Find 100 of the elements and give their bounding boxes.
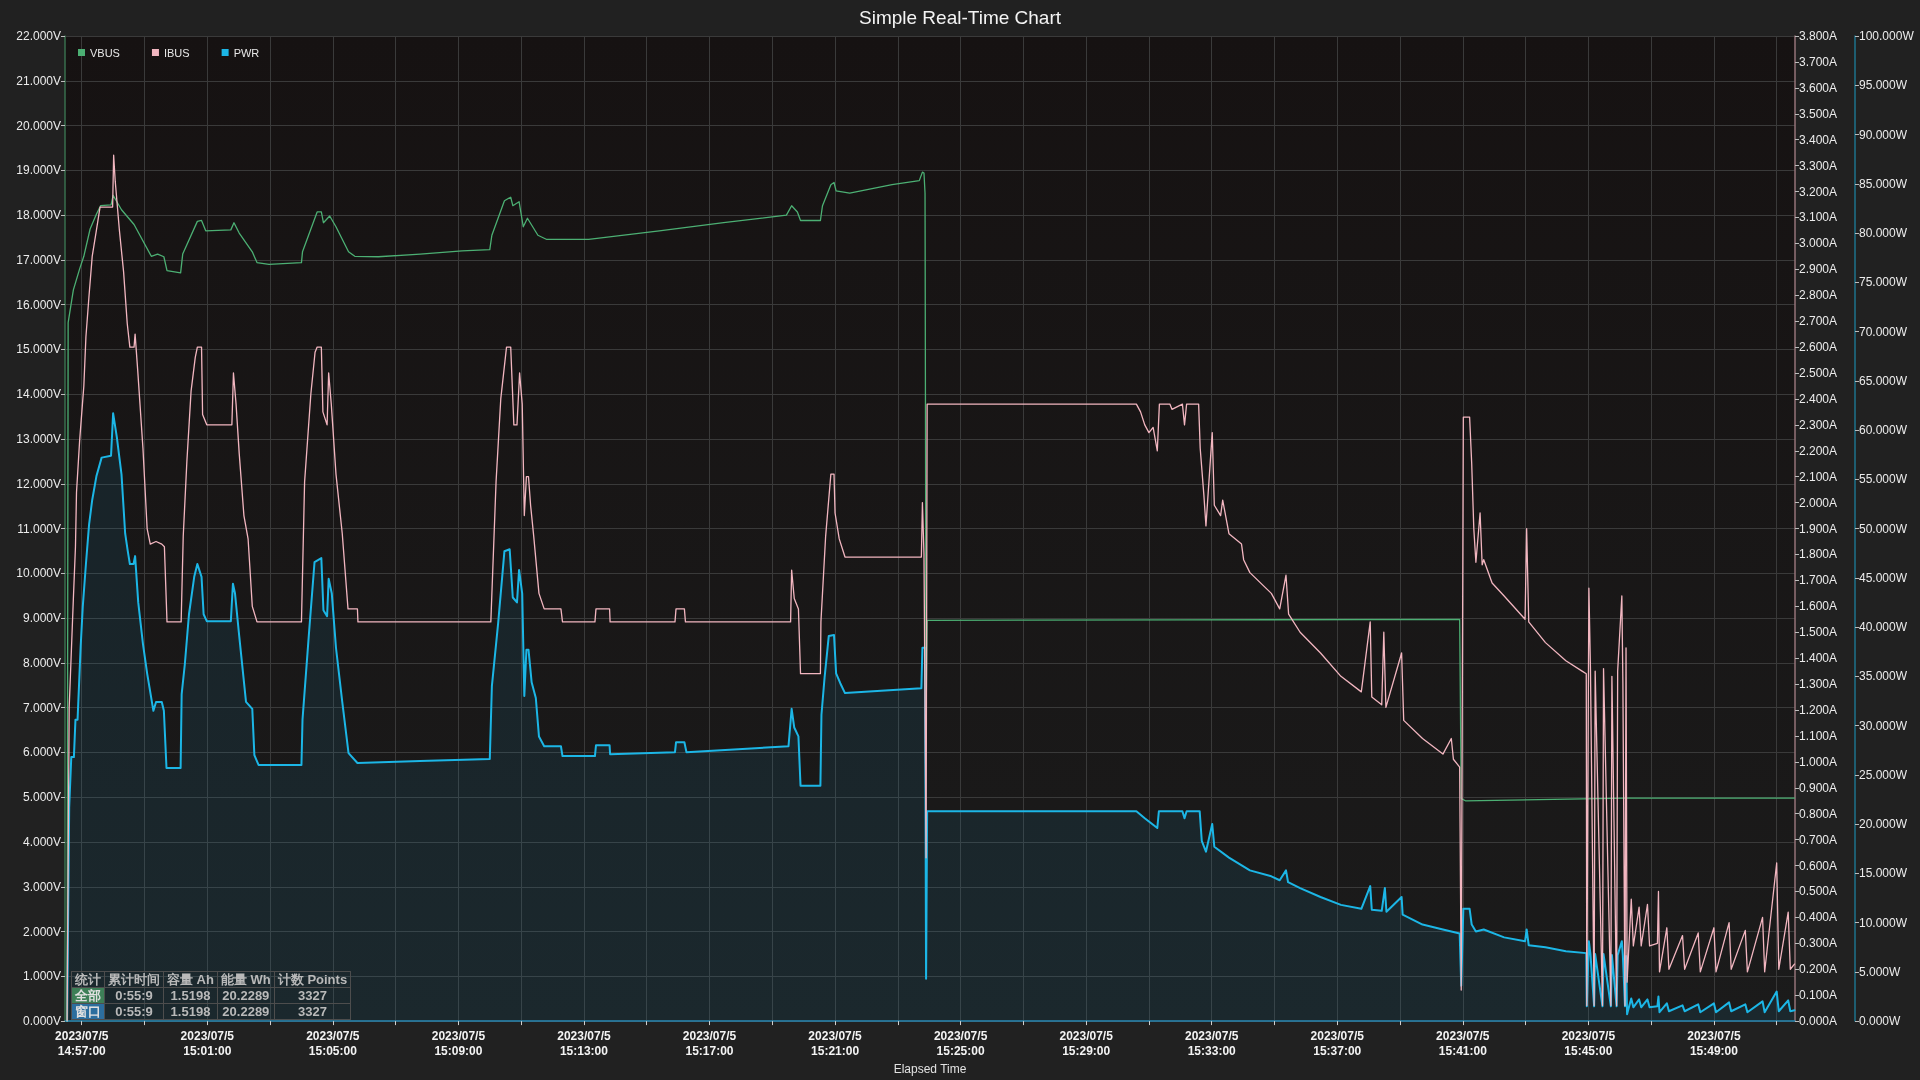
y2-tick-label: 0.900A	[1799, 780, 1838, 795]
y-tick-label: 9.000V	[22, 611, 61, 626]
y3-tick-label: 90.000W	[1859, 127, 1908, 142]
legend-label: PWR	[233, 46, 260, 59]
y3-tick-label: 95.000W	[1859, 78, 1908, 93]
annotation: 1.5198	[163, 1003, 218, 1020]
x-tick-label: 2023/07/5 15:01:00	[180, 1028, 235, 1058]
y2-tick-label: 1.400A	[1799, 651, 1838, 666]
y2-tick-label: 1.600A	[1799, 599, 1838, 614]
y3-tick-label: 65.000W	[1859, 373, 1908, 388]
annotation: 20.2289	[217, 987, 275, 1004]
y3-tick-label: 25.000W	[1859, 767, 1908, 782]
y3-tick-label: 40.000W	[1859, 620, 1908, 635]
x-tick-label: 2023/07/5 15:17:00	[682, 1028, 737, 1058]
y2-tick-label: 3.400A	[1799, 132, 1838, 147]
y-tick-label: 20.000V	[16, 118, 61, 133]
y2-tick-label: 0.400A	[1799, 910, 1838, 925]
y-tick-label: 0.000V	[22, 1014, 61, 1029]
y-tick-label: 18.000V	[16, 208, 61, 223]
y3-tick-label: 35.000W	[1859, 669, 1908, 684]
x-tick-label: 2023/07/5 15:29:00	[1059, 1028, 1114, 1058]
y2-tick-label: 2.400A	[1799, 391, 1838, 406]
y-tick-label: 14.000V	[16, 387, 61, 402]
y2-tick-label: 2.700A	[1799, 314, 1838, 329]
y2-tick-label: 3.500A	[1799, 106, 1838, 121]
chart-title: Simple Real-Time Chart	[858, 7, 1062, 28]
y3-tick-label: 85.000W	[1859, 176, 1908, 191]
x-tick-label: 2023/07/5 15:25:00	[933, 1028, 988, 1058]
y2-tick-label: 0.300A	[1799, 936, 1838, 951]
y2-tick-label: 1.800A	[1799, 547, 1838, 562]
x-tick-label: 2023/07/5 15:45:00	[1561, 1028, 1616, 1058]
y2-tick-label: 3.600A	[1799, 80, 1838, 95]
y2-tick-label: 2.100A	[1799, 469, 1838, 484]
x-tick-label: 2023/07/5 15:21:00	[808, 1028, 863, 1058]
y2-tick-label: 0.200A	[1799, 962, 1838, 977]
y3-tick-label: 45.000W	[1859, 570, 1908, 585]
y3-tick-label: 80.000W	[1859, 226, 1908, 241]
y3-tick-label: 70.000W	[1859, 324, 1908, 339]
y2-tick-label: 1.100A	[1799, 728, 1838, 743]
y2-tick-label: 0.100A	[1799, 988, 1838, 1003]
y2-tick-label: 0.500A	[1799, 884, 1838, 899]
y-tick-label: 11.000V	[17, 521, 61, 536]
y2-tick-label: 1.300A	[1799, 677, 1838, 692]
y2-tick-label: 0.700A	[1799, 832, 1838, 847]
x-tick-label: 2023/07/5 15:37:00	[1310, 1028, 1365, 1058]
annotation: 3327	[274, 1003, 351, 1020]
y2-tick-label: 1.900A	[1799, 521, 1838, 536]
y-tick-label: 5.000V	[22, 790, 61, 805]
y3-tick-label: 20.000W	[1859, 817, 1908, 832]
annotation: 窗口	[71, 1003, 105, 1020]
y2-tick-label: 2.800A	[1799, 288, 1838, 303]
y-tick-label: 4.000V	[22, 834, 61, 849]
x-tick-label: 2023/07/5 15:33:00	[1185, 1028, 1239, 1058]
x-tick-label: 2023/07/5 15:09:00	[431, 1028, 486, 1058]
x-tick-label: 2023/07/5 15:13:00	[557, 1028, 611, 1058]
y3-tick-label: 100.000W	[1859, 29, 1915, 43]
y-tick-label: 15.000V	[16, 342, 61, 357]
annotation: 0:55:9	[104, 1003, 164, 1020]
annotation: 统计	[71, 971, 105, 988]
y-tick-label: 21.000V	[16, 73, 61, 88]
y2-tick-label: 3.000A	[1799, 236, 1838, 251]
y-tick-label: 7.000V	[22, 700, 61, 715]
y3-tick-label: 50.000W	[1859, 521, 1908, 536]
y2-tick-label: 2.200A	[1799, 443, 1838, 458]
y3-tick-label: 60.000W	[1859, 423, 1908, 438]
x-tick-label: 2023/07/5 15:05:00	[306, 1028, 360, 1058]
y2-tick-label: 1.000A	[1799, 754, 1838, 769]
annotation: 1.5198	[163, 987, 218, 1004]
y3-tick-label: 10.000W	[1859, 915, 1908, 930]
annotation: 0:55:9	[104, 987, 164, 1004]
y3-tick-label: 75.000W	[1859, 275, 1908, 290]
y-tick-label: 22.000V	[16, 29, 61, 43]
y2-tick-label: 2.600A	[1799, 340, 1838, 355]
y3-tick-label: 0.000W	[1859, 1014, 1902, 1029]
y2-tick-label: 0.600A	[1799, 858, 1838, 873]
y2-tick-label: 0.800A	[1799, 806, 1838, 821]
y3-tick-label: 15.000W	[1859, 866, 1908, 881]
y-tick-label: 19.000V	[16, 163, 61, 178]
y2-tick-label: 3.100A	[1799, 210, 1838, 225]
y2-tick-label: 1.700A	[1799, 573, 1838, 588]
y-tick-label: 13.000V	[16, 432, 61, 446]
x-tick-label: 2023/07/5 14:57:00	[55, 1028, 109, 1058]
y-tick-label: 16.000V	[16, 297, 61, 312]
y-tick-label: 2.000V	[22, 924, 61, 939]
y2-tick-label: 2.500A	[1799, 366, 1838, 381]
y2-tick-label: 3.800A	[1799, 29, 1838, 43]
annotation: 全部	[71, 987, 105, 1004]
legend-label: IBUS	[163, 46, 190, 59]
y-tick-label: 3.000V	[22, 879, 61, 894]
y-tick-label: 10.000V	[16, 566, 61, 581]
legend-label: VBUS	[90, 46, 120, 59]
y-tick-label: 8.000V	[22, 655, 61, 670]
y2-tick-label: 0.000A	[1799, 1014, 1838, 1029]
y2-tick-label: 1.500A	[1799, 625, 1838, 640]
y-tick-label: 17.000V	[16, 252, 61, 267]
y2-tick-label: 1.200A	[1799, 703, 1838, 718]
y-tick-label: 1.000V	[22, 969, 61, 984]
annotation: 3327	[274, 987, 351, 1004]
y2-tick-label: 3.200A	[1799, 184, 1838, 199]
y2-tick-label: 2.900A	[1799, 262, 1838, 277]
